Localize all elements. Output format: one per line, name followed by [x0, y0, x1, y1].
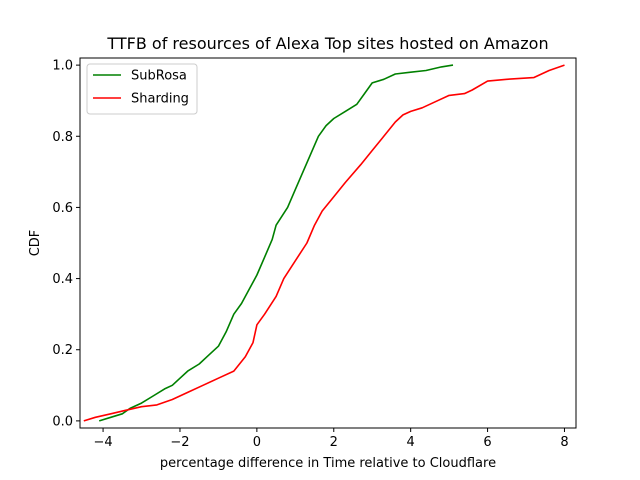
- plot-frame: [79, 57, 577, 429]
- y-tick-label: 1.0: [52, 59, 73, 74]
- y-tick-label: 0.0: [52, 414, 73, 429]
- legend-label-subrosa: SubRosa: [131, 69, 187, 84]
- y-tick-label: 0.2: [52, 343, 73, 358]
- x-tick-label: 2: [330, 435, 338, 450]
- x-tick-label: 4: [407, 435, 415, 450]
- chart-title: TTFB of resources of Alexa Top sites hos…: [106, 34, 548, 53]
- series-layer: [83, 64, 565, 422]
- y-tick-label: 0.6: [52, 201, 73, 216]
- x-axis-label: percentage difference in Time relative t…: [160, 456, 496, 471]
- legend: SubRosa Sharding: [86, 63, 198, 115]
- legend-label-sharding: Sharding: [131, 92, 189, 107]
- y-axis: 0.0 0.2 0.4 0.6 0.8 1.0: [52, 59, 80, 429]
- x-tick-label: 8: [560, 435, 568, 450]
- series-line-subrosa: [98, 64, 454, 422]
- y-tick-label: 0.8: [52, 130, 73, 145]
- series-line-sharding: [83, 64, 565, 422]
- x-tick-label: −2: [170, 435, 189, 450]
- y-axis-label: CDF: [28, 230, 43, 257]
- legend-box: [86, 63, 198, 115]
- x-tick-label: 6: [483, 435, 491, 450]
- y-tick-label: 0.4: [52, 272, 73, 287]
- x-axis: −4 −2 0 2 4 6 8: [93, 428, 569, 450]
- x-tick-label: −4: [93, 435, 112, 450]
- x-tick-label: 0: [253, 435, 261, 450]
